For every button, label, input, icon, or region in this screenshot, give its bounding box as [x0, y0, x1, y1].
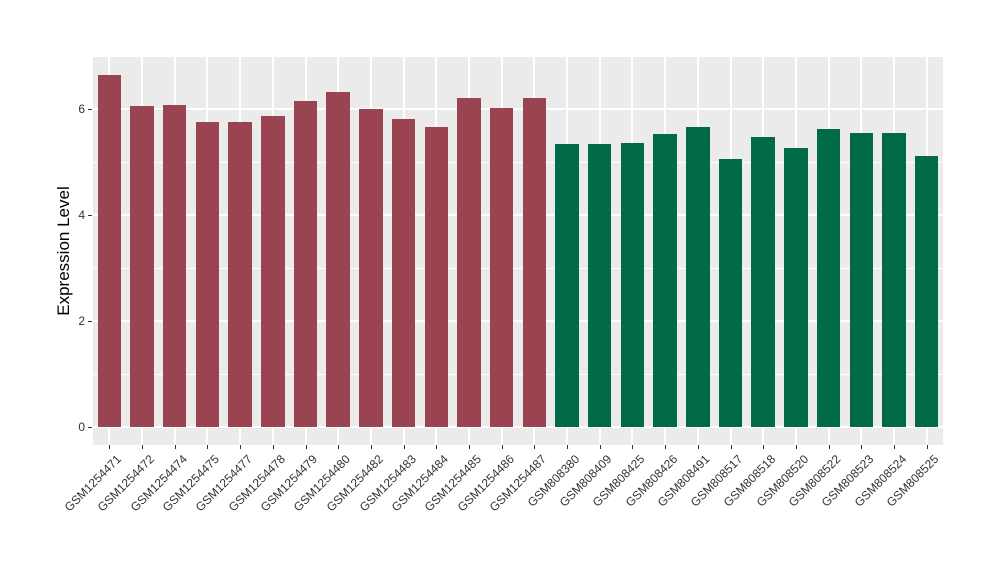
- bar: [718, 158, 743, 428]
- x-tick-mark: [436, 445, 438, 449]
- y-tick-mark: [88, 427, 92, 429]
- x-tick-mark: [828, 445, 830, 449]
- bar: [751, 137, 775, 428]
- bar: [195, 122, 220, 428]
- x-tick-mark: [567, 445, 569, 449]
- bar: [162, 104, 187, 428]
- x-tick-mark: [403, 445, 405, 449]
- gridline-minor: [93, 161, 943, 163]
- x-tick-mark: [926, 445, 928, 449]
- x-tick-mark: [240, 445, 242, 449]
- x-tick-mark: [272, 445, 274, 449]
- x-tick-mark: [763, 445, 765, 449]
- bar: [457, 98, 481, 428]
- bar: [359, 109, 383, 428]
- x-tick-mark: [534, 445, 536, 449]
- x-tick-mark: [468, 445, 470, 449]
- gridline-major: [93, 426, 943, 429]
- bar: [130, 105, 154, 428]
- x-tick-mark: [338, 445, 340, 449]
- bar: [424, 126, 449, 428]
- bar: [653, 133, 677, 428]
- x-tick-mark: [697, 445, 699, 449]
- x-tick-mark: [305, 445, 307, 449]
- y-tick-mark: [88, 321, 92, 323]
- x-tick-mark: [370, 445, 372, 449]
- x-tick-mark: [795, 445, 797, 449]
- x-tick-mark: [501, 445, 503, 449]
- x-tick-mark: [174, 445, 176, 449]
- bar: [587, 144, 612, 428]
- bar: [784, 147, 808, 428]
- y-tick-label: 4: [78, 208, 85, 223]
- x-tick-mark: [599, 445, 601, 449]
- y-tick-mark: [88, 109, 92, 111]
- x-tick-mark: [665, 445, 667, 449]
- bar: [522, 98, 547, 428]
- bar: [686, 127, 710, 428]
- gridline-major: [93, 108, 943, 111]
- x-tick-mark: [207, 445, 209, 449]
- bar: [489, 108, 514, 428]
- bar: [882, 133, 906, 428]
- bar: [228, 122, 252, 428]
- x-tick-mark: [632, 445, 634, 449]
- bar: [816, 129, 841, 428]
- bar: [326, 91, 350, 428]
- bar: [914, 155, 939, 428]
- x-tick-mark: [142, 445, 144, 449]
- bar: [293, 101, 318, 428]
- bar: [97, 74, 122, 428]
- bar: [555, 143, 579, 428]
- y-axis-title: Expression Level: [54, 186, 73, 316]
- bar: [391, 118, 416, 428]
- x-tick-mark: [109, 445, 111, 449]
- y-tick-label: 6: [78, 102, 85, 117]
- x-tick-mark: [893, 445, 895, 449]
- bar: [620, 142, 645, 428]
- bar: [261, 116, 285, 428]
- gridline-major: [93, 214, 943, 217]
- gridline-minor: [93, 267, 943, 269]
- gridline-major: [93, 320, 943, 323]
- bar: [849, 132, 874, 428]
- gridline-minor: [93, 373, 943, 375]
- y-tick-label: 0: [78, 420, 85, 435]
- y-tick-label: 2: [78, 314, 85, 329]
- x-tick-mark: [861, 445, 863, 449]
- x-tick-mark: [730, 445, 732, 449]
- y-tick-mark: [88, 215, 92, 217]
- plot-panel: [93, 57, 943, 445]
